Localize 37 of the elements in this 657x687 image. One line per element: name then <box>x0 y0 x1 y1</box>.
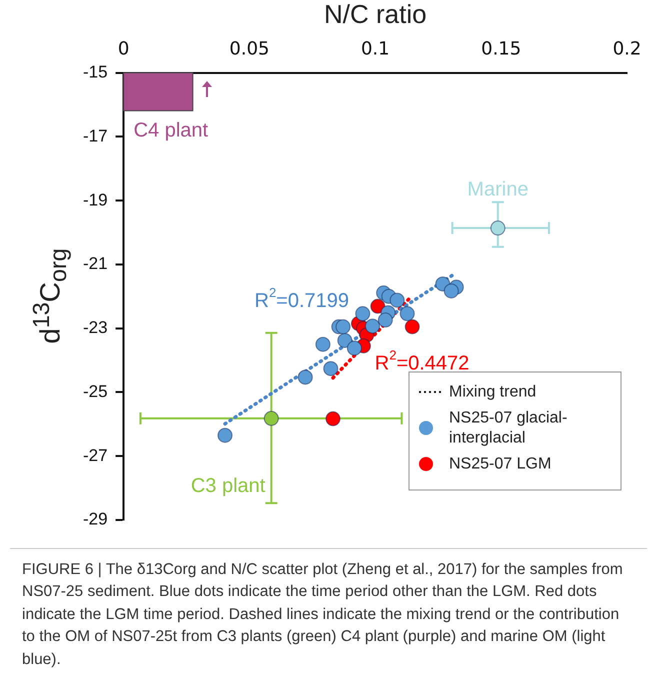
y-tick-label: -29 <box>82 510 108 529</box>
y-tick-label: -19 <box>82 190 108 210</box>
y-tick-label: -17 <box>82 126 108 146</box>
y-tick-label: -27 <box>82 446 108 465</box>
point <box>323 361 338 376</box>
y-tick-label: -21 <box>82 254 108 274</box>
y-tick-label: -23 <box>82 318 108 338</box>
annotation: Mixing trend <box>449 383 536 400</box>
x-tick-label: 0.05 <box>229 38 270 60</box>
point <box>404 319 420 334</box>
point <box>444 283 459 298</box>
y-tick-label: -25 <box>82 382 108 401</box>
x-axis-title: N/C ratio <box>324 0 427 29</box>
point <box>315 336 330 352</box>
point <box>298 370 313 385</box>
point <box>400 306 415 322</box>
point <box>378 312 393 328</box>
point <box>264 410 279 426</box>
x-tick-label: 0.2 <box>612 38 642 60</box>
annotation: Marine <box>467 178 528 201</box>
point <box>365 318 380 334</box>
point <box>490 220 506 236</box>
x-tick-label: 0.15 <box>481 38 522 60</box>
x-tick-label: 0.1 <box>360 38 390 60</box>
point <box>390 292 405 308</box>
x-tick-label: 0 <box>118 38 130 60</box>
band-label: C4 plant <box>134 119 209 142</box>
point <box>336 319 351 334</box>
legend-label: NS25-07 glacial-interglacial <box>449 409 568 446</box>
caption: FIGURE 6 | The δ13Corg and N/C scatter plot (Zheng et al., 2017) for the samples from NS07-25 sediment. Blue dots indicate the time period other than the LGM. Red dots indicate the LGM time period. Dashed lines indicate the mixing trend or the contribution to the OM of NS07-25t from C3 plants (green) C4 plant (purple) and marine OM (light blue). <box>10 548 647 682</box>
point <box>218 428 233 443</box>
point <box>325 411 340 426</box>
y-tick-label: -15 <box>82 62 108 82</box>
point <box>355 306 370 322</box>
point <box>346 340 362 356</box>
annotation: C3 plant <box>190 474 266 497</box>
legend-label: NS25-07 LGM <box>449 455 552 472</box>
